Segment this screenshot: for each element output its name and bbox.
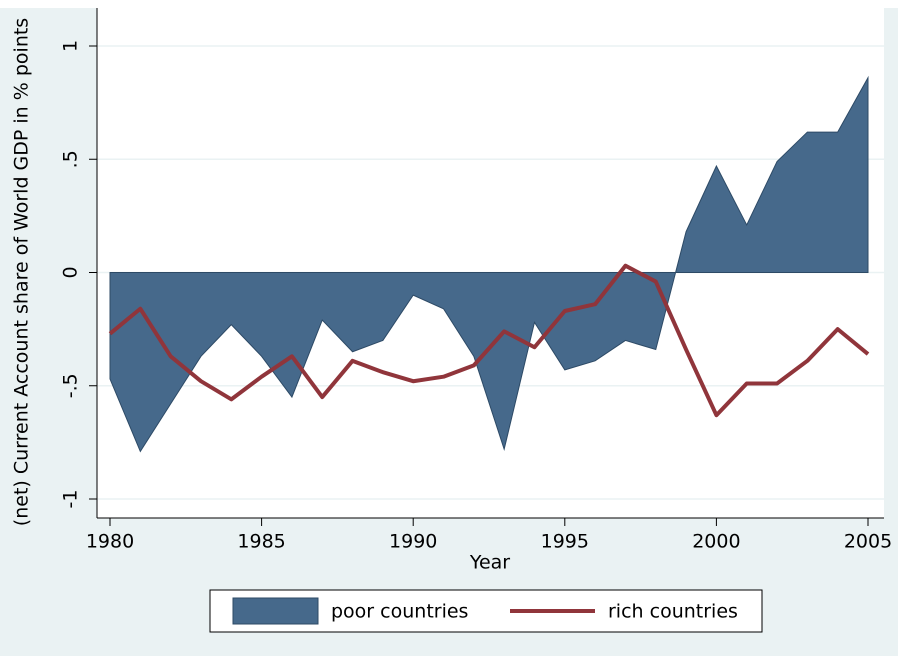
x-tick-label: 2005 (844, 531, 892, 553)
area (109, 75, 869, 453)
legend-swatch (232, 597, 319, 625)
x-tick-label: 1990 (389, 531, 437, 553)
line (108, 263, 870, 418)
x-tick-label: 1980 (86, 531, 134, 553)
y-tick-label: .5 (60, 150, 82, 168)
legend-label: poor countries (331, 601, 468, 623)
x-tick-label: 1985 (237, 531, 285, 553)
y-tick-label: -.5 (60, 373, 82, 398)
y-tick-label: 1 (60, 40, 82, 52)
x-axis-title: Year (469, 552, 510, 574)
x-tick-label: 1995 (541, 531, 589, 553)
y-tick-label: 0 (60, 266, 82, 278)
legend-label: rich countries (608, 601, 738, 623)
y-tick-label: -1 (60, 490, 82, 509)
y-axis-title: (net) Current Account share of World GDP… (11, 18, 33, 526)
x-tick-label: 2000 (692, 531, 740, 553)
